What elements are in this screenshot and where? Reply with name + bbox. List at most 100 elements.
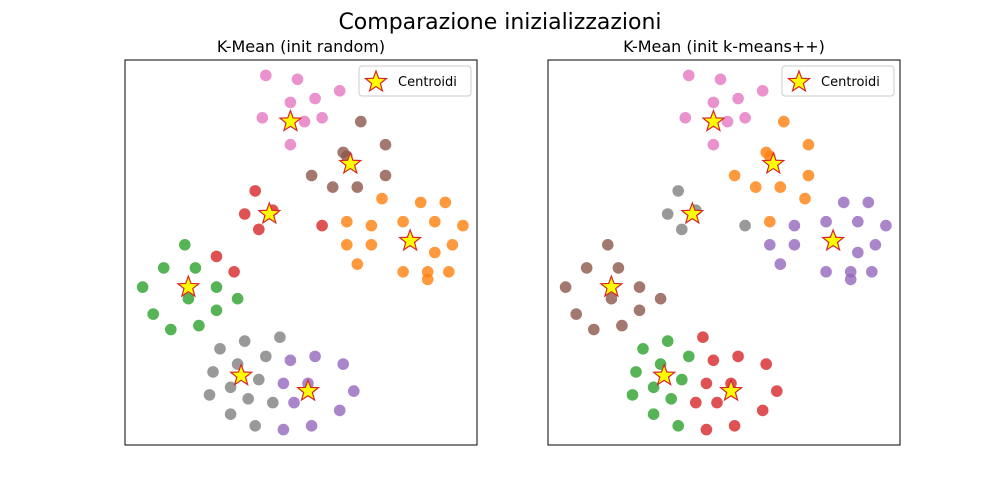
plot-area-kmeanspp: Centroidi: [547, 59, 901, 446]
data-point-c6-3: [697, 331, 709, 344]
data-point-c0-7: [739, 112, 751, 124]
data-point-c1-4: [305, 169, 318, 182]
panel-title-random: K-Mean (init random): [217, 37, 385, 56]
data-point-c4-3: [633, 281, 646, 293]
centroid-star-4: [599, 274, 624, 298]
data-point-c5-6: [252, 373, 265, 386]
axes-frame-kmeanspp: [547, 59, 901, 446]
data-point-c3-7: [788, 239, 801, 251]
data-point-c4-10: [616, 319, 628, 332]
data-point-c2-3: [252, 223, 265, 236]
data-point-c6-2: [337, 358, 350, 370]
data-point-c5-1: [214, 343, 226, 355]
data-point-c0-8: [284, 138, 297, 151]
data-point-c6-8: [756, 404, 769, 417]
data-point-c1-5: [326, 181, 339, 193]
data-point-c3-1: [862, 196, 875, 209]
data-point-c0-0: [260, 69, 272, 82]
legend-box: [358, 65, 472, 97]
data-point-c3-7: [457, 219, 469, 232]
data-point-c5-11: [224, 408, 237, 421]
data-point-c6-8: [305, 420, 318, 432]
scatter-panel-kmeanspp: K-Mean (init k-means++) Centroidi: [547, 37, 901, 446]
data-point-c3-3: [820, 215, 832, 228]
data-point-c6-3: [277, 377, 290, 390]
data-point-c4-5: [605, 292, 618, 305]
data-point-c6-1: [309, 350, 321, 363]
data-point-c6-10: [690, 396, 702, 409]
data-point-c6-1: [732, 350, 744, 363]
centroid-star-6: [718, 378, 744, 402]
data-point-c4-7: [147, 308, 159, 320]
data-point-c3-11: [774, 258, 787, 270]
centroid-star-2: [680, 201, 705, 225]
data-point-c6-4: [700, 377, 713, 390]
data-point-c5-7: [672, 420, 684, 432]
data-point-c0-3: [309, 92, 321, 105]
data-point-c4-0: [602, 239, 614, 251]
data-point-c2-0: [249, 185, 261, 197]
centroid-star-0: [701, 108, 726, 132]
centroid-star-2: [257, 201, 282, 225]
legend-star-icon: [363, 69, 389, 93]
data-point-c5-2: [630, 366, 642, 378]
data-point-c3-11: [446, 239, 459, 251]
data-point-c3-5: [880, 219, 892, 232]
centroid-star-3: [821, 228, 846, 252]
centroid-star-1: [761, 151, 786, 175]
data-point-c5-3: [260, 350, 272, 363]
data-point-c4-7: [570, 308, 582, 320]
centroid-star-6: [295, 378, 321, 402]
data-point-c5-0: [661, 335, 674, 347]
data-point-c1-4: [728, 169, 741, 182]
centroid-star-5: [229, 362, 254, 386]
data-point-c2-3: [676, 223, 688, 236]
data-point-c3-14: [397, 266, 409, 278]
data-point-c3-15: [844, 273, 857, 286]
legend-star-icon: [786, 69, 812, 93]
data-point-c4-6: [231, 292, 244, 305]
data-point-c4-2: [612, 262, 625, 274]
data-point-c5-6: [647, 408, 660, 421]
data-point-c3-13: [351, 258, 364, 270]
data-point-c6-5: [348, 385, 360, 397]
data-point-c0-2: [707, 96, 720, 109]
data-point-c5-5: [207, 366, 219, 378]
data-point-c3-14: [866, 266, 878, 278]
data-point-c1-7: [351, 181, 364, 193]
data-point-c4-2: [189, 262, 202, 274]
legend-kmeanspp: Centroidi: [781, 65, 895, 97]
data-point-c3-0: [837, 196, 850, 209]
data-point-c3-10: [852, 246, 864, 259]
data-point-c4-5: [182, 292, 195, 305]
data-point-c4-6: [654, 292, 667, 305]
data-point-c6-0: [284, 354, 297, 367]
data-point-c4-10: [193, 319, 205, 332]
data-point-c3-6: [764, 239, 776, 251]
data-point-c5-10: [676, 373, 688, 386]
data-point-c3-2: [788, 219, 801, 232]
data-point-c6-0: [707, 354, 720, 367]
data-point-c3-16: [443, 266, 455, 278]
data-point-c3-4: [365, 219, 378, 232]
data-point-c3-9: [365, 239, 378, 251]
data-point-c2-6: [228, 266, 240, 278]
data-point-c6-9: [728, 420, 741, 432]
data-point-c0-7: [316, 112, 328, 124]
data-point-c5-5: [665, 393, 677, 405]
data-point-c4-4: [559, 281, 572, 293]
data-point-c5-3: [647, 381, 660, 394]
data-point-c1-2: [337, 146, 350, 159]
data-point-c0-2: [284, 96, 297, 109]
data-point-c1-3: [802, 138, 815, 151]
data-point-c4-9: [588, 323, 600, 336]
data-point-c5-9: [242, 393, 254, 405]
data-point-c1-0: [778, 115, 790, 128]
data-point-c1-5: [749, 181, 762, 193]
data-point-c0-4: [756, 85, 769, 97]
figure-suptitle: Comparazione inizializzazioni: [338, 10, 661, 35]
data-point-c4-8: [633, 304, 646, 317]
data-point-c3-5: [397, 215, 409, 228]
data-point-c6-6: [288, 396, 300, 409]
data-point-c4-1: [157, 262, 170, 274]
